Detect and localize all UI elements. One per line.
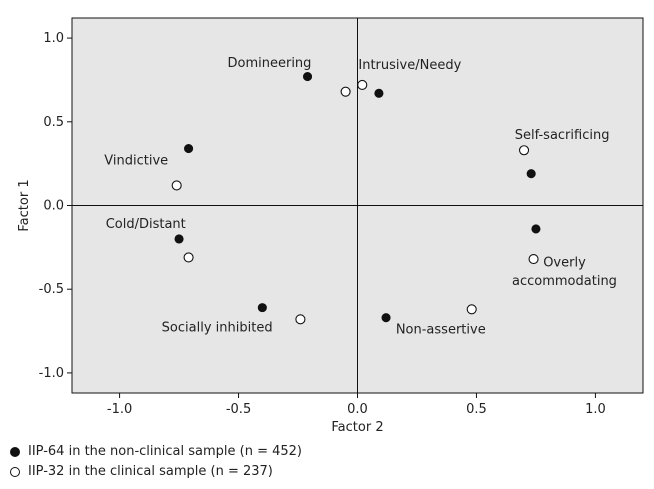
legend-label-clinical: IIP-32 in the clinical sample (n = 237) — [28, 464, 273, 479]
point-annotation: Socially inhibited — [162, 321, 273, 336]
x-tick-label: -1.0 — [107, 402, 132, 417]
y-tick-label: -1.0 — [39, 366, 64, 381]
data-point-non-clinical — [526, 169, 536, 179]
legend-label-non-clinical: IIP-64 in the non-clinical sample (n = 4… — [28, 444, 302, 459]
point-annotation: Non-assertive — [396, 322, 486, 337]
data-point-clinical — [171, 180, 182, 191]
data-point-clinical — [183, 252, 194, 263]
filled-circle-icon — [10, 446, 20, 457]
data-point-non-clinical — [374, 88, 384, 98]
open-circle-icon — [10, 466, 20, 477]
point-annotation: Self-sacrificing — [515, 128, 610, 143]
data-point-clinical — [357, 79, 368, 91]
data-point-clinical — [295, 314, 306, 325]
factor-scatter-chart: -1.0 -0.5 0.0 0.5 1.0 1.0 0.5 0.0 -0.5 -1.0 Factor… — [17, 17, 644, 435]
y-tick-label: 0.0 — [43, 199, 64, 214]
point-annotation: Cold/Distant — [106, 217, 186, 232]
legend-item-clinical: IIP-32 in the clinical sample (n = 237) — [10, 464, 273, 479]
data-point-non-clinical — [257, 303, 267, 313]
point-annotation: Vindictive — [104, 153, 168, 168]
y-tick-label: 1.0 — [43, 31, 64, 46]
data-point-non-clinical — [174, 234, 184, 244]
data-point-non-clinical — [184, 144, 194, 154]
y-tick-label: 0.5 — [43, 115, 64, 130]
x-tick-label: 0.0 — [347, 402, 368, 417]
x-axis-title: Factor 2 — [331, 420, 383, 435]
point-annotation: Intrusive/Needy — [358, 58, 461, 73]
y-tick-label: -0.5 — [39, 282, 64, 297]
data-point-clinical — [518, 145, 530, 156]
x-tick-label: 0.5 — [466, 402, 487, 417]
legend-item-non-clinical: IIP-64 in the non-clinical sample (n = 4… — [10, 444, 302, 459]
point-annotation: Overly — [543, 255, 586, 270]
data-point-non-clinical — [381, 313, 391, 323]
data-point-clinical — [466, 304, 477, 315]
x-tick-label: 1.0 — [585, 402, 606, 417]
data-point-non-clinical — [302, 72, 313, 82]
data-point-clinical — [528, 254, 539, 265]
point-annotation: Domineering — [228, 56, 312, 71]
y-axis-title: Factor 1 — [17, 179, 32, 231]
point-annotation: accommodating — [512, 274, 617, 289]
data-point-clinical — [340, 86, 351, 97]
x-tick-label: -0.5 — [226, 402, 251, 417]
data-point-non-clinical — [531, 224, 541, 234]
